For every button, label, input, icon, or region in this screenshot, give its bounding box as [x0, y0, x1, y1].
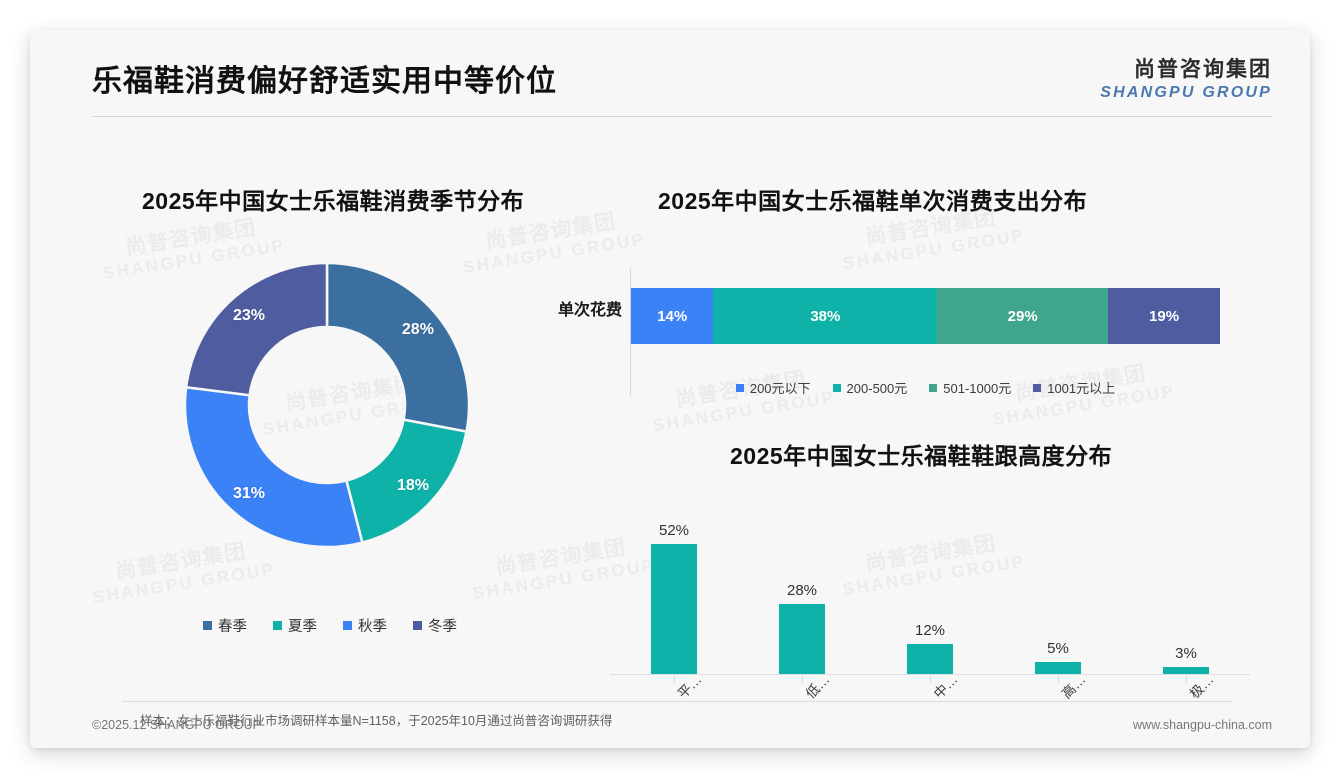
donut-chart: 28% 18% 31% 23%	[182, 260, 472, 550]
stacked-bar-segment[interactable]: 19%	[1108, 288, 1220, 344]
stacked-bar-legend-item[interactable]: 501-1000元	[929, 378, 1011, 397]
column-bar-rect[interactable]	[651, 544, 697, 674]
legend-label: 1001元以上	[1047, 381, 1116, 396]
column-bar[interactable]: 52%	[651, 522, 697, 674]
legend-swatch-icon	[929, 383, 938, 392]
donut-svg	[183, 261, 471, 549]
donut-slice-label: 23%	[232, 307, 265, 325]
column-bar-value-label: 12%	[914, 622, 946, 639]
legend-swatch-icon	[273, 621, 282, 630]
brand-logo: 尚普咨询集团 SHANGPU GROUP	[1100, 53, 1272, 102]
donut-chart-block: 2025年中国女士乐福鞋消费季节分布 28% 18% 31% 23% 春季 夏季 秋季 冬季	[90, 160, 570, 680]
stacked-bar-segment[interactable]: 14%	[631, 288, 714, 344]
stacked-bar-axis-line	[630, 268, 631, 396]
legend-label: 200元以下	[749, 381, 811, 396]
stacked-bar-segment-label: 14%	[657, 307, 688, 325]
page-title: 乐福鞋消费偏好舒适实用中等价位	[92, 65, 557, 98]
footer-copyright: ©2025.12 SHANGPU GROUP	[92, 718, 261, 732]
column-axis-tick	[1058, 675, 1059, 683]
stacked-bar-row: 14% 38% 29% 19%	[631, 288, 1220, 344]
donut-slice[interactable]	[344, 418, 468, 545]
legend-label: 200-500元	[846, 381, 908, 396]
donut-legend-item[interactable]: 秋季	[343, 615, 387, 636]
stacked-bar-legend: 200元以下 200-500元 501-1000元 1001元以上	[631, 378, 1220, 397]
column-bar[interactable]: 12%	[907, 622, 953, 674]
donut-slice[interactable]	[184, 261, 329, 397]
donut-slice-label: 28%	[401, 320, 434, 338]
logo-text-cn: 尚普咨询集团	[1134, 58, 1272, 81]
column-chart-title: 2025年中国女士乐福鞋鞋跟高度分布	[730, 443, 1113, 469]
stacked-bar-segment[interactable]: 29%	[937, 288, 1109, 344]
stacked-bar-legend-item[interactable]: 200-500元	[832, 378, 908, 397]
legend-label: 夏季	[288, 619, 317, 635]
logo-text-en: SHANGPU GROUP	[1100, 84, 1272, 101]
legend-label: 501-1000元	[943, 381, 1012, 396]
donut-legend: 春季 夏季 秋季 冬季	[90, 615, 570, 636]
column-bar-rect[interactable]	[1163, 666, 1209, 674]
footnote-divider	[122, 701, 1232, 702]
column-bar-rect[interactable]	[1035, 661, 1081, 674]
legend-label: 冬季	[428, 619, 457, 635]
legend-swatch-icon	[413, 621, 422, 630]
column-bar-value-label: 5%	[1047, 639, 1069, 657]
donut-slice[interactable]	[183, 385, 364, 549]
legend-swatch-icon	[1033, 383, 1042, 392]
donut-legend-item[interactable]: 冬季	[413, 615, 457, 636]
donut-slice[interactable]	[325, 261, 471, 434]
donut-legend-item[interactable]: 春季	[203, 615, 247, 636]
column-axis-tick	[802, 675, 803, 683]
column-bar-rect[interactable]	[779, 604, 825, 674]
slide-header: 乐福鞋消费偏好舒适实用中等价位 尚普咨询集团 SHANGPU GROUP	[30, 30, 1310, 120]
column-bar-value-label: 52%	[658, 522, 690, 539]
column-bar[interactable]: 5%	[1035, 639, 1081, 674]
donut-slice-label: 31%	[232, 484, 265, 502]
legend-label: 春季	[218, 619, 247, 635]
donut-chart-title: 2025年中国女士乐福鞋消费季节分布	[142, 188, 525, 214]
slide-body: 2025年中国女士乐福鞋消费季节分布 28% 18% 31% 23% 春季 夏季 秋季 冬季…	[30, 30, 1310, 748]
column-bar[interactable]: 28%	[779, 582, 825, 674]
column-bar-value-label: 28%	[786, 582, 818, 599]
stacked-bar-segment-label: 29%	[1007, 307, 1038, 325]
stacked-bar-legend-item[interactable]: 200元以下	[735, 378, 811, 397]
legend-label: 秋季	[358, 619, 387, 635]
donut-legend-item[interactable]: 夏季	[273, 615, 317, 636]
stacked-bar-segment[interactable]: 38%	[713, 288, 938, 344]
legend-swatch-icon	[832, 383, 841, 392]
column-chart-baseline	[610, 674, 1250, 675]
column-axis-tick	[674, 675, 675, 683]
footnote-text: 样本：女士乐福鞋行业市场调研样本量N=1158，于2025年10月通过尚普咨询调…	[140, 714, 613, 728]
legend-swatch-icon	[343, 621, 352, 630]
legend-swatch-icon	[203, 621, 212, 630]
column-axis-tick	[1186, 675, 1187, 683]
header-divider	[92, 116, 1272, 117]
legend-swatch-icon	[735, 383, 744, 392]
column-bar-rect[interactable]	[907, 644, 953, 674]
column-chart-block: 2025年中国女士乐福鞋鞋跟高度分布 52% 平… 28% 低… 12% 中… 5% 高… 3%…	[590, 415, 1270, 715]
column-bar[interactable]: 3%	[1163, 644, 1209, 674]
stacked-bar-title: 2025年中国女士乐福鞋单次消费支出分布	[658, 188, 1088, 214]
donut-slice-label: 18%	[397, 476, 430, 494]
stacked-bar-block: 2025年中国女士乐福鞋单次消费支出分布 单次花费 14% 38% 29% 19% 2…	[558, 160, 1270, 430]
column-axis-tick	[930, 675, 931, 683]
column-chart-plot: 52% 平… 28% 低… 12% 中… 5% 高… 3% 极…	[610, 500, 1250, 701]
stacked-bar-category-label: 单次花费	[557, 302, 622, 319]
footer-url[interactable]: www.shangpu-china.com	[1133, 718, 1272, 732]
stacked-bar-segment-label: 19%	[1149, 307, 1180, 325]
column-bar-value-label: 3%	[1175, 644, 1197, 662]
stacked-bar-segment-label: 38%	[810, 307, 841, 325]
stacked-bar-legend-item[interactable]: 1001元以上	[1033, 378, 1115, 397]
